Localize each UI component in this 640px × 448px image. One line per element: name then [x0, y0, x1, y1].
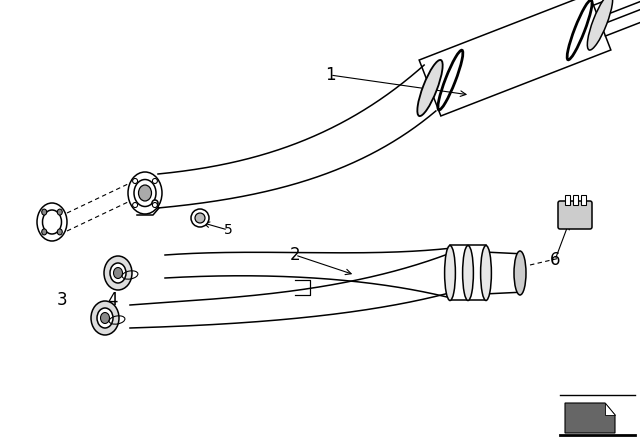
- Ellipse shape: [481, 246, 492, 301]
- Text: 6: 6: [550, 251, 560, 269]
- Text: 4: 4: [107, 291, 117, 309]
- Polygon shape: [565, 403, 615, 433]
- Circle shape: [191, 209, 209, 227]
- Circle shape: [152, 178, 157, 184]
- Ellipse shape: [97, 308, 113, 328]
- Polygon shape: [605, 403, 615, 415]
- Ellipse shape: [113, 267, 122, 279]
- Ellipse shape: [57, 229, 62, 235]
- Ellipse shape: [128, 172, 162, 214]
- Bar: [580, 195, 586, 205]
- Circle shape: [132, 202, 138, 207]
- Polygon shape: [419, 0, 611, 116]
- Ellipse shape: [91, 301, 119, 335]
- Circle shape: [195, 213, 205, 223]
- Ellipse shape: [42, 209, 47, 215]
- Ellipse shape: [463, 246, 474, 301]
- Circle shape: [132, 178, 138, 184]
- Ellipse shape: [445, 246, 456, 301]
- Ellipse shape: [42, 210, 61, 234]
- FancyBboxPatch shape: [558, 201, 592, 229]
- Ellipse shape: [588, 0, 612, 50]
- Text: 1: 1: [324, 66, 335, 84]
- Ellipse shape: [138, 185, 152, 201]
- Ellipse shape: [100, 313, 109, 323]
- Ellipse shape: [110, 263, 126, 283]
- Ellipse shape: [104, 256, 132, 290]
- Bar: [573, 195, 577, 205]
- Ellipse shape: [417, 60, 443, 116]
- Ellipse shape: [134, 180, 156, 207]
- Ellipse shape: [37, 203, 67, 241]
- Bar: [564, 195, 570, 205]
- Ellipse shape: [42, 229, 47, 235]
- Ellipse shape: [57, 209, 62, 215]
- Circle shape: [152, 200, 158, 206]
- Text: 5: 5: [223, 223, 232, 237]
- Circle shape: [152, 202, 157, 207]
- Ellipse shape: [514, 251, 526, 295]
- Text: 3: 3: [57, 291, 67, 309]
- Text: 2: 2: [290, 246, 300, 264]
